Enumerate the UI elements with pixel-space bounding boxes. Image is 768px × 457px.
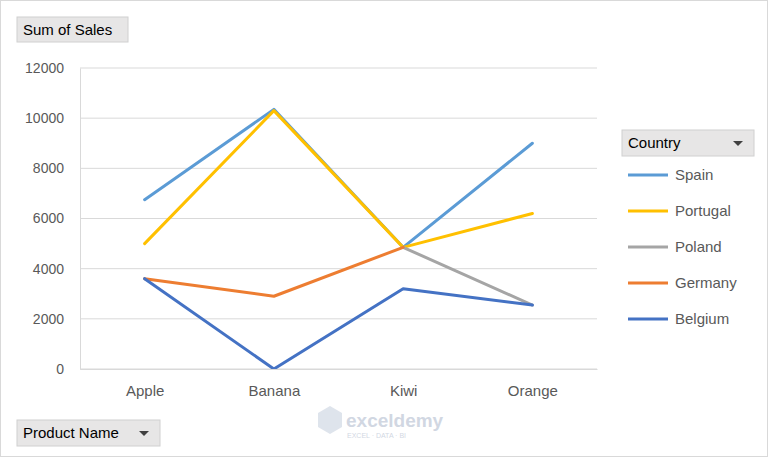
- y-tick-label: 2000: [33, 311, 64, 327]
- y-axis-line: [80, 69, 81, 370]
- x-tick-label: Orange: [508, 382, 558, 399]
- chart: 0 2000 4000 6000 8000 10000 12000 Apple Banana Ki…: [0, 0, 768, 457]
- y-axis: 0 2000 4000 6000 8000 10000 12000: [25, 60, 80, 377]
- grid-line: [80, 118, 597, 119]
- y-tick: 0: [56, 361, 80, 377]
- grid-line: [80, 168, 597, 169]
- chart-frame: [1, 1, 768, 457]
- x-tick-label: Kiwi: [390, 382, 418, 399]
- grid: [80, 68, 597, 369]
- field-button-box[interactable]: [622, 130, 754, 156]
- series-line: [145, 111, 533, 248]
- legend-label: Belgium: [675, 310, 729, 327]
- x-tick: Apple: [126, 369, 164, 399]
- grid-line: [80, 369, 597, 370]
- legend-swatch: [628, 210, 668, 213]
- plot-area: [145, 109, 533, 369]
- legend-label: Poland: [675, 238, 722, 255]
- grid-line: [80, 268, 597, 269]
- dropdown-arrow[interactable]: [139, 431, 149, 436]
- field-button-label[interactable]: Product Name: [23, 424, 119, 441]
- legend-swatch: [628, 282, 668, 285]
- watermark: exceldemyEXCEL · DATA · BI: [318, 406, 444, 439]
- y-tick-label: 6000: [33, 210, 64, 226]
- y-tick-label: 0: [56, 361, 64, 377]
- legend: Spain Portugal Poland Germany Belgium: [628, 166, 737, 327]
- field-button-label[interactable]: Sum of Sales: [23, 21, 112, 38]
- legend-label: Portugal: [675, 202, 731, 219]
- dropdown-arrow[interactable]: [733, 141, 743, 146]
- x-field-button[interactable]: Product Name: [17, 420, 160, 446]
- y-tick: 12000: [25, 60, 80, 76]
- x-tick: Kiwi: [390, 369, 418, 399]
- x-axis: Apple Banana Kiwi Orange: [81, 369, 598, 399]
- legend-swatch: [628, 246, 668, 249]
- series-line: [145, 109, 533, 247]
- watermark-subtext: EXCEL · DATA · BI: [347, 432, 406, 439]
- grid-line: [80, 318, 597, 319]
- series-line: [145, 279, 533, 369]
- x-tick: Banana: [249, 369, 301, 399]
- x-tick: Orange: [508, 369, 558, 399]
- y-tick: 6000: [33, 210, 80, 226]
- legend-label: Spain: [675, 166, 713, 183]
- legend-swatch: [628, 318, 668, 321]
- watermark-text: exceldemy: [346, 410, 444, 431]
- legend-label: Germany: [675, 274, 737, 291]
- legend-field-button[interactable]: Country: [622, 130, 754, 156]
- watermark-icon: [318, 406, 342, 434]
- y-tick: 10000: [25, 110, 80, 126]
- x-tick-label: Banana: [249, 382, 301, 399]
- y-tick-label: 10000: [25, 110, 64, 126]
- y-tick-label: 4000: [33, 261, 64, 277]
- grid-line: [80, 68, 597, 69]
- y-tick-label: 8000: [33, 160, 64, 176]
- field-button-box[interactable]: [17, 17, 128, 42]
- y-tick: 2000: [33, 311, 80, 327]
- legend-swatch: [628, 174, 668, 177]
- series-line: [145, 247, 404, 296]
- x-tick-label: Apple: [126, 382, 164, 399]
- y-field-button[interactable]: Sum of Sales: [17, 17, 128, 42]
- field-button-box[interactable]: [17, 420, 160, 446]
- x-axis-line: [81, 369, 598, 370]
- y-tick-label: 12000: [25, 60, 64, 76]
- y-tick: 8000: [33, 160, 80, 176]
- field-button-label[interactable]: Country: [628, 134, 681, 151]
- y-tick: 4000: [33, 261, 80, 277]
